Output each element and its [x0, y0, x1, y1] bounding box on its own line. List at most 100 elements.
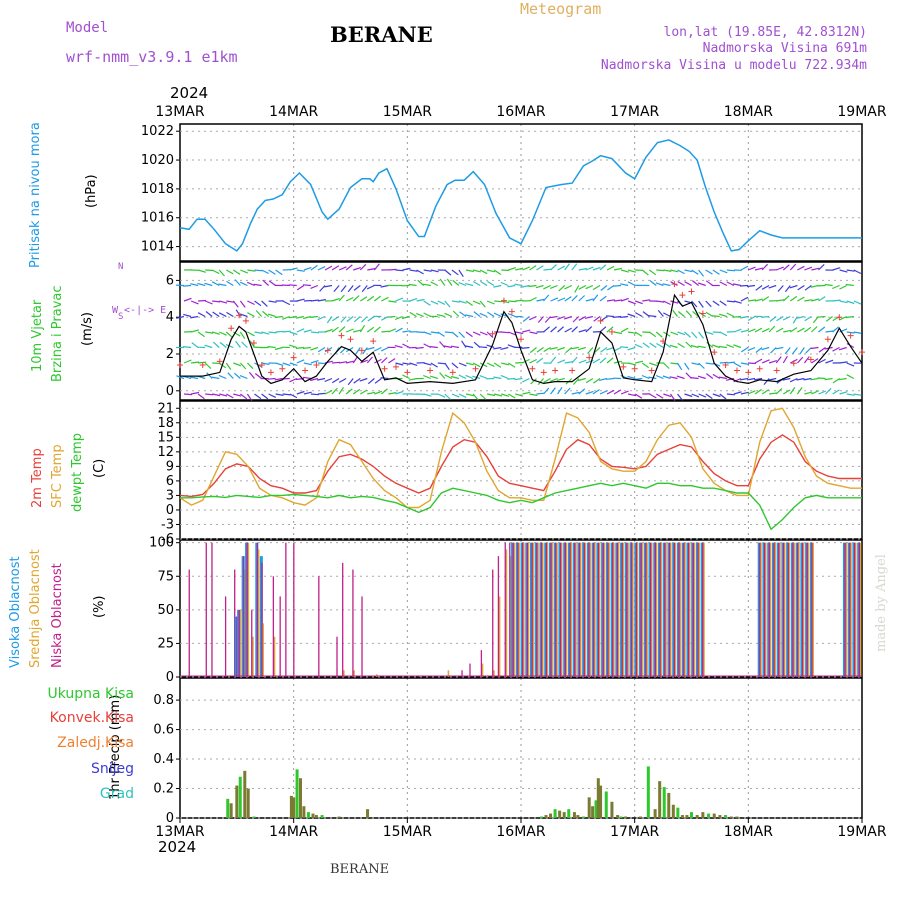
wind-arrow — [402, 267, 411, 271]
wind-arrow — [373, 346, 382, 352]
cloud-bar-mid — [651, 542, 653, 677]
wind-arrow — [600, 285, 608, 291]
wind-arrow — [832, 346, 840, 352]
wind-arrow — [423, 362, 432, 366]
cloud-bar-low — [673, 542, 675, 677]
wind-gust-mark — [756, 365, 763, 372]
precip-bar — [707, 813, 711, 818]
wind-arrow — [501, 362, 510, 366]
wind-arrow — [529, 358, 537, 364]
cloud-bar-mid — [481, 663, 484, 677]
wind-arrow — [249, 340, 256, 348]
precip-bar — [646, 766, 650, 818]
wind-arrow — [705, 280, 714, 286]
precip-bar — [289, 795, 293, 818]
wind-arrow — [402, 362, 411, 365]
wind-arrow — [465, 393, 474, 397]
wind-arrow — [254, 300, 262, 307]
wind-arrow — [792, 347, 798, 355]
wind-arrow — [712, 300, 720, 306]
cloud-bar-low — [664, 542, 666, 677]
cloud-bar-low — [797, 542, 799, 677]
wind-arrow — [205, 311, 213, 317]
wind-arrow — [452, 310, 460, 317]
precip-bar — [599, 785, 603, 818]
wind-arrow — [804, 391, 813, 395]
wind-arrow — [310, 331, 319, 334]
wind-arrow — [853, 331, 862, 334]
wind-arrow — [317, 298, 326, 302]
wind-arrow — [606, 389, 615, 395]
wind-arrow — [558, 285, 566, 292]
wind-arrow — [585, 390, 594, 395]
precip-bar — [246, 788, 250, 818]
cloud-bar-mid — [247, 542, 250, 677]
wind-arrow — [528, 315, 537, 321]
wind-arrow — [824, 283, 833, 287]
cloud-bar-mid — [622, 542, 625, 677]
legend-frozen-precip: Zaledj.Kisa — [57, 735, 134, 751]
wind-arrow — [697, 282, 706, 287]
wind-arrow — [289, 362, 298, 366]
cloud-bar-mid — [560, 542, 563, 677]
wind-arrow — [754, 358, 763, 364]
x-tick-label-bottom: 13MAR — [155, 824, 204, 840]
cloud-bar-mid — [703, 542, 705, 677]
wind-arrow — [613, 267, 623, 271]
cloud-bar-low — [659, 542, 661, 677]
wind-arrow — [726, 269, 735, 272]
wind-arrow — [846, 331, 855, 334]
precip-bar — [653, 809, 657, 818]
wind-arrow — [718, 376, 728, 380]
wind-arrow — [628, 331, 637, 334]
cloud-bar-mid — [669, 542, 672, 677]
cloud-bar-low — [555, 542, 557, 677]
wind-arrow — [570, 346, 579, 350]
wind-arrow — [198, 361, 207, 364]
wind-arrow — [571, 294, 578, 302]
wind-arrow — [479, 362, 488, 368]
wind-arrow — [472, 300, 481, 305]
wind-arrow — [769, 392, 778, 395]
wind-arrow — [422, 283, 431, 287]
wind-arrow — [239, 300, 246, 308]
wind-arrow — [254, 331, 263, 334]
cloud-bar-low — [522, 542, 524, 677]
cloud-bar-low — [512, 542, 514, 677]
wind-arrow — [226, 280, 234, 287]
wind-arrow — [817, 377, 826, 380]
cloud-bar-low — [318, 576, 320, 677]
wind-arrow — [500, 346, 509, 350]
wind-arrow — [253, 283, 262, 287]
wind-arrow — [564, 284, 573, 290]
wind-arrow — [761, 315, 770, 318]
wind-arrow — [423, 312, 432, 318]
wind-arrow — [479, 346, 488, 349]
wind-arrow — [557, 326, 564, 333]
wind-arrow — [648, 269, 657, 276]
cloud-bar-mid — [698, 542, 700, 677]
wind-arrow — [627, 313, 636, 318]
wind-arrow — [739, 315, 749, 319]
wind-arrow — [267, 377, 276, 380]
wind-arrow — [380, 346, 389, 352]
wind-arrow — [515, 267, 524, 271]
wind-arrow — [839, 269, 848, 273]
wind-gust-mark — [671, 281, 678, 288]
cloud-bar-low — [654, 542, 657, 677]
wind-arrow — [211, 281, 220, 287]
wind-arrow — [789, 263, 797, 271]
wind-arrow — [571, 263, 578, 271]
wind-arrow — [303, 391, 312, 395]
wind-arrow — [234, 372, 241, 379]
wind-arrow — [677, 269, 685, 275]
cloud-bar-mid — [546, 542, 549, 677]
wind-arrow — [676, 362, 683, 371]
y-tick-label: 100 — [149, 536, 174, 551]
wind-arrow — [811, 298, 820, 302]
cloud-bar-mid — [262, 623, 264, 677]
wind-arrow — [254, 373, 262, 379]
model-label: Model — [66, 20, 109, 36]
wind-arrow — [537, 378, 544, 385]
wind-arrow — [684, 269, 693, 273]
